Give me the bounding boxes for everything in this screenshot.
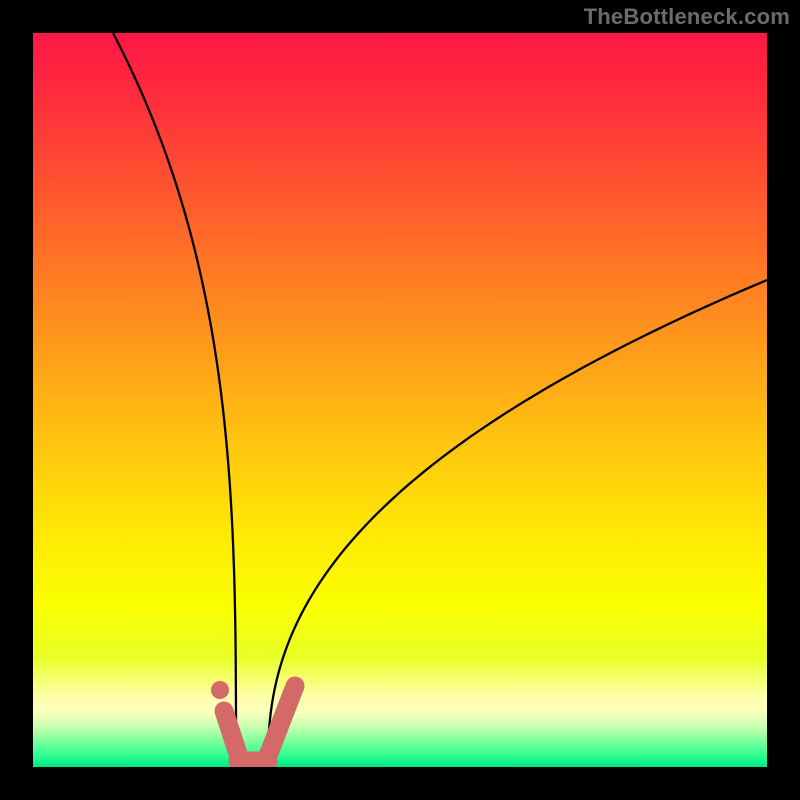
watermark-text: TheBottleneck.com <box>584 4 790 30</box>
chart-container: TheBottleneck.com <box>0 0 800 800</box>
bottleneck-chart <box>0 0 800 800</box>
highlight-dot <box>211 681 229 699</box>
plot-background <box>33 33 767 767</box>
